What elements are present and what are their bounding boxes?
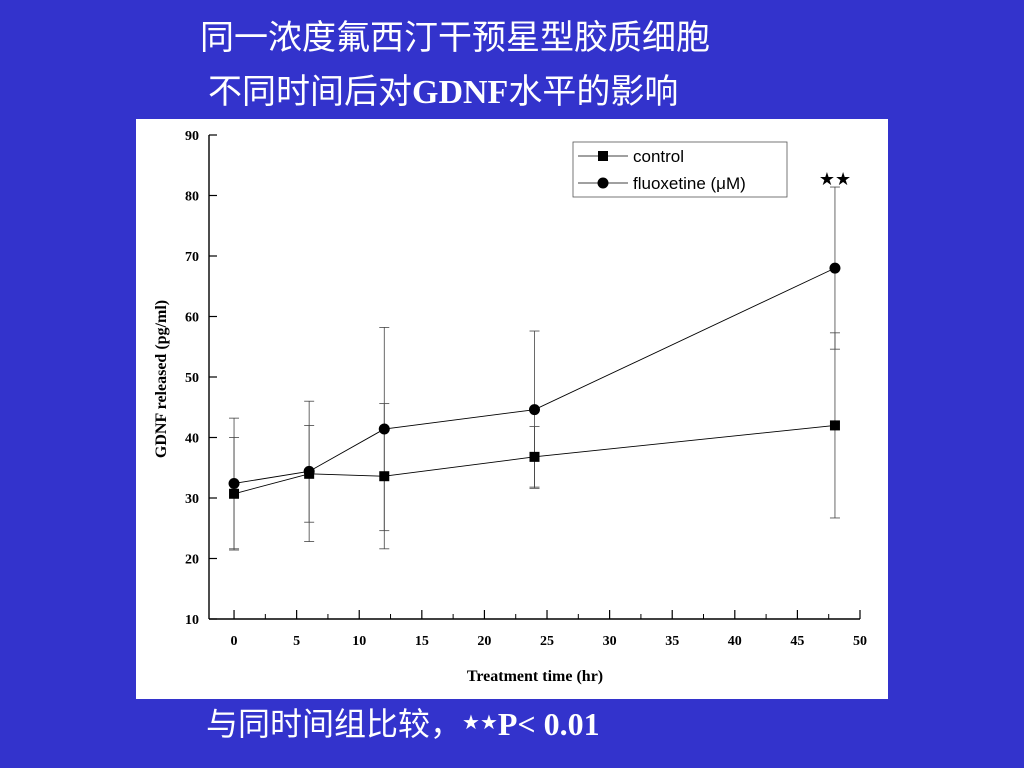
legend-marker-control	[598, 151, 608, 161]
data-point-fluoxetine	[378, 423, 390, 435]
title-suffix: 水平的影响	[508, 72, 679, 112]
y-tick-label: 70	[185, 250, 199, 265]
y-axis-label: GDNF released (pg/ml)	[153, 300, 170, 458]
footnote-text: 与同时间组比较，	[206, 705, 463, 743]
legend-label-control: control	[633, 147, 684, 166]
title-prefix: 不同时间后对	[208, 72, 412, 112]
axes: 10 20 30 40 50 60 70 80 90 0 5 10 15 20 25 30 35 40 45 50	[185, 129, 867, 649]
x-tick-label: 0	[231, 634, 238, 649]
y-tick-label: 80	[185, 190, 199, 205]
legend-box	[572, 141, 788, 198]
y-tick-label: 60	[185, 311, 199, 326]
x-tick-label: 40	[728, 634, 742, 649]
x-tick-label: 25	[540, 634, 554, 649]
y-tick-label: 50	[185, 371, 199, 386]
title-gdnf: GDNF	[412, 74, 509, 111]
legend-marker-fluoxetine	[597, 177, 609, 189]
x-axis-label: Treatment time (hr)	[467, 668, 603, 685]
x-tick-label: 30	[603, 634, 617, 649]
legend: control fluoxetine (μM)	[572, 141, 788, 198]
slide-title-line1: 同一浓度氟西汀干预星型胶质细胞	[200, 18, 710, 58]
data-point-control	[829, 420, 840, 431]
y-tick-label: 20	[185, 553, 199, 568]
x-tick-label: 20	[477, 634, 491, 649]
footnote-stars: ★★	[462, 710, 498, 734]
plot-area	[228, 186, 841, 551]
y-tick-label: 40	[185, 432, 199, 447]
significance-stars: ★★	[819, 169, 851, 190]
legend-label-fluoxetine: fluoxetine (μM)	[633, 174, 746, 193]
data-point-control	[229, 488, 240, 499]
y-tick-label: 90	[185, 129, 199, 144]
x-tick-label: 35	[665, 634, 679, 649]
footnote-p-value: P< 0.01	[497, 706, 600, 742]
data-point-fluoxetine	[529, 404, 540, 416]
y-tick-label: 30	[185, 492, 199, 507]
data-point-fluoxetine	[829, 262, 841, 274]
x-tick-label: 10	[352, 634, 366, 649]
chart-panel: 10 20 30 40 50 60 70 80 90 0 5 10 15 20 25 30 35 40 45 50 T…	[136, 119, 888, 699]
x-tick-label: 5	[293, 634, 300, 649]
footnote: 与同时间组比较，★★P< 0.01	[206, 700, 600, 746]
y-tick-label: 10	[185, 613, 199, 628]
data-point-control	[379, 471, 390, 482]
slide-title-line2: 不同时间后对GDNF水平的影响	[208, 72, 828, 113]
x-tick-label: 15	[415, 634, 429, 649]
line-chart: 10 20 30 40 50 60 70 80 90 0 5 10 15 20 25 30 35 40 45 50 T…	[153, 129, 867, 685]
x-tick-label: 45	[790, 634, 804, 649]
data-point-control	[529, 451, 540, 462]
x-tick-label: 50	[853, 634, 867, 649]
data-point-fluoxetine	[228, 477, 240, 489]
data-point-fluoxetine	[303, 465, 315, 477]
